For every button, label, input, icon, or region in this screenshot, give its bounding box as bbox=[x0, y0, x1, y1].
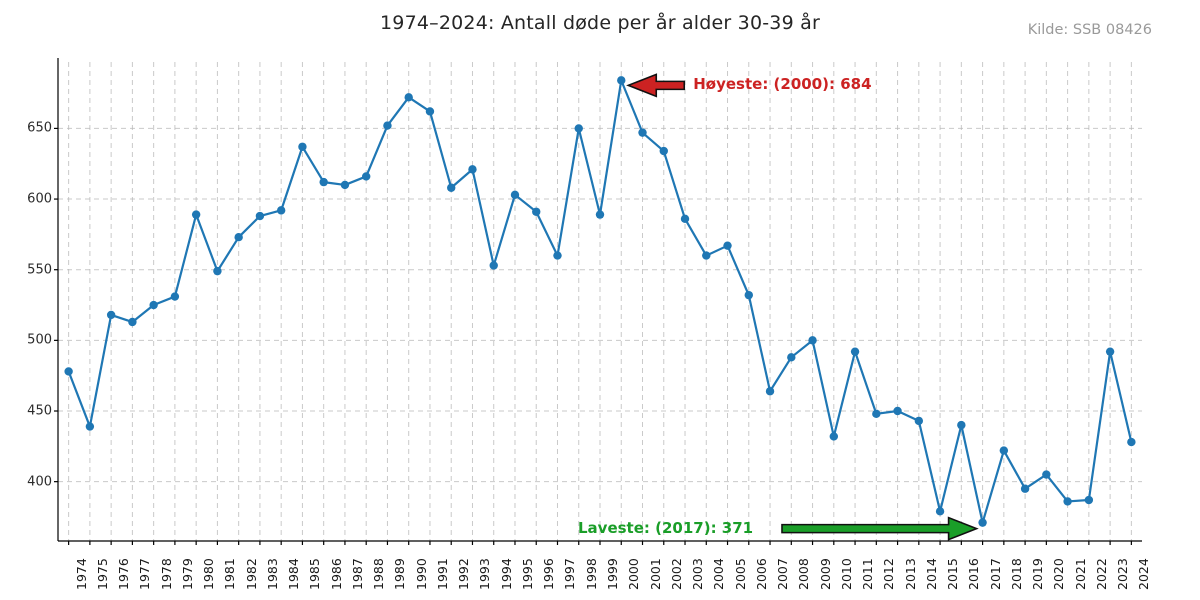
x-tick-label: 1984 bbox=[286, 558, 302, 590]
x-tick-label: 2018 bbox=[1008, 558, 1024, 590]
x-tick-label: 1979 bbox=[179, 558, 195, 590]
x-tick-label: 2011 bbox=[860, 558, 876, 590]
x-tick-label: 2007 bbox=[775, 558, 791, 590]
x-tick-label: 1987 bbox=[349, 558, 365, 590]
x-tick-label: 2014 bbox=[923, 558, 939, 590]
y-tick-label: 650 bbox=[27, 120, 52, 136]
x-tick-label: 1990 bbox=[413, 558, 429, 590]
x-tick-label: 2008 bbox=[796, 558, 812, 590]
x-tick-label: 2005 bbox=[732, 558, 748, 590]
y-tick-label: 500 bbox=[27, 332, 52, 348]
annotation-arrows bbox=[626, 73, 979, 541]
data-series bbox=[64, 76, 1136, 527]
x-tick-label: 1975 bbox=[94, 558, 110, 590]
x-tick-label: 1982 bbox=[243, 558, 259, 590]
x-tick-label: 2010 bbox=[838, 558, 854, 590]
x-tick-label: 1992 bbox=[456, 558, 472, 590]
x-tick-label: 2001 bbox=[647, 558, 663, 590]
y-tick-label: 450 bbox=[27, 403, 52, 419]
y-tick-label: 600 bbox=[27, 191, 52, 207]
x-tick-label: 2000 bbox=[626, 558, 642, 590]
x-tick-label: 1991 bbox=[434, 558, 450, 590]
x-tick-label: 2023 bbox=[1115, 558, 1131, 590]
x-tick-label: 1996 bbox=[541, 558, 557, 590]
x-tick-label: 2013 bbox=[902, 558, 918, 590]
x-tick-label: 2015 bbox=[945, 558, 961, 590]
x-tick-label: 1998 bbox=[583, 558, 599, 590]
x-tick-label: 1985 bbox=[307, 558, 323, 590]
x-tick-label: 1980 bbox=[201, 558, 217, 590]
x-tick-label: 2022 bbox=[1093, 558, 1109, 590]
x-tick-label: 2003 bbox=[690, 558, 706, 590]
page-title: 1974–2024: Antall døde per år alder 30-3… bbox=[380, 12, 820, 34]
x-tick-label: 2002 bbox=[668, 558, 684, 590]
x-tick-label: 2006 bbox=[753, 558, 769, 590]
x-tick-label: 1976 bbox=[116, 558, 132, 590]
x-tick-label: 1983 bbox=[264, 558, 280, 590]
x-tick-label: 2012 bbox=[881, 558, 897, 590]
x-tick-label: 1988 bbox=[371, 558, 387, 590]
x-tick-label: 1999 bbox=[605, 558, 620, 590]
x-tick-label: 1994 bbox=[498, 558, 514, 590]
x-tick-label: 1989 bbox=[392, 558, 408, 590]
y-tick-label: 550 bbox=[27, 262, 52, 278]
x-tick-label: 2009 bbox=[817, 558, 833, 590]
x-tick-label: 1993 bbox=[477, 558, 493, 590]
source-label: Kilde: SSB 08426 bbox=[1027, 22, 1152, 38]
x-tick-label: 1974 bbox=[73, 558, 89, 590]
x-tick-label: 2021 bbox=[1072, 558, 1088, 590]
x-tick-label: 1995 bbox=[519, 558, 535, 590]
x-tick-label: 1997 bbox=[562, 558, 578, 590]
x-tick-label: 2024 bbox=[1136, 558, 1152, 590]
x-tick-label: 2019 bbox=[1030, 558, 1046, 590]
grid-lines bbox=[58, 62, 1142, 541]
x-tick-label: 2017 bbox=[987, 558, 1003, 590]
x-tick-label: 2004 bbox=[711, 558, 727, 590]
x-tick-label: 1977 bbox=[137, 558, 153, 590]
annotation-min-label: Laveste: (2017): 371 bbox=[578, 518, 754, 537]
x-tick-label: 1981 bbox=[222, 558, 238, 590]
y-tick-label: 400 bbox=[27, 474, 52, 490]
axis-ticks bbox=[54, 127, 1132, 545]
x-tick-label: 2020 bbox=[1051, 558, 1067, 590]
x-tick-label: 1978 bbox=[158, 558, 174, 590]
x-tick-label: 2016 bbox=[966, 558, 982, 590]
x-tick-label: 1986 bbox=[328, 558, 344, 590]
annotation-max-label: Høyeste: (2000): 684 bbox=[693, 75, 872, 94]
